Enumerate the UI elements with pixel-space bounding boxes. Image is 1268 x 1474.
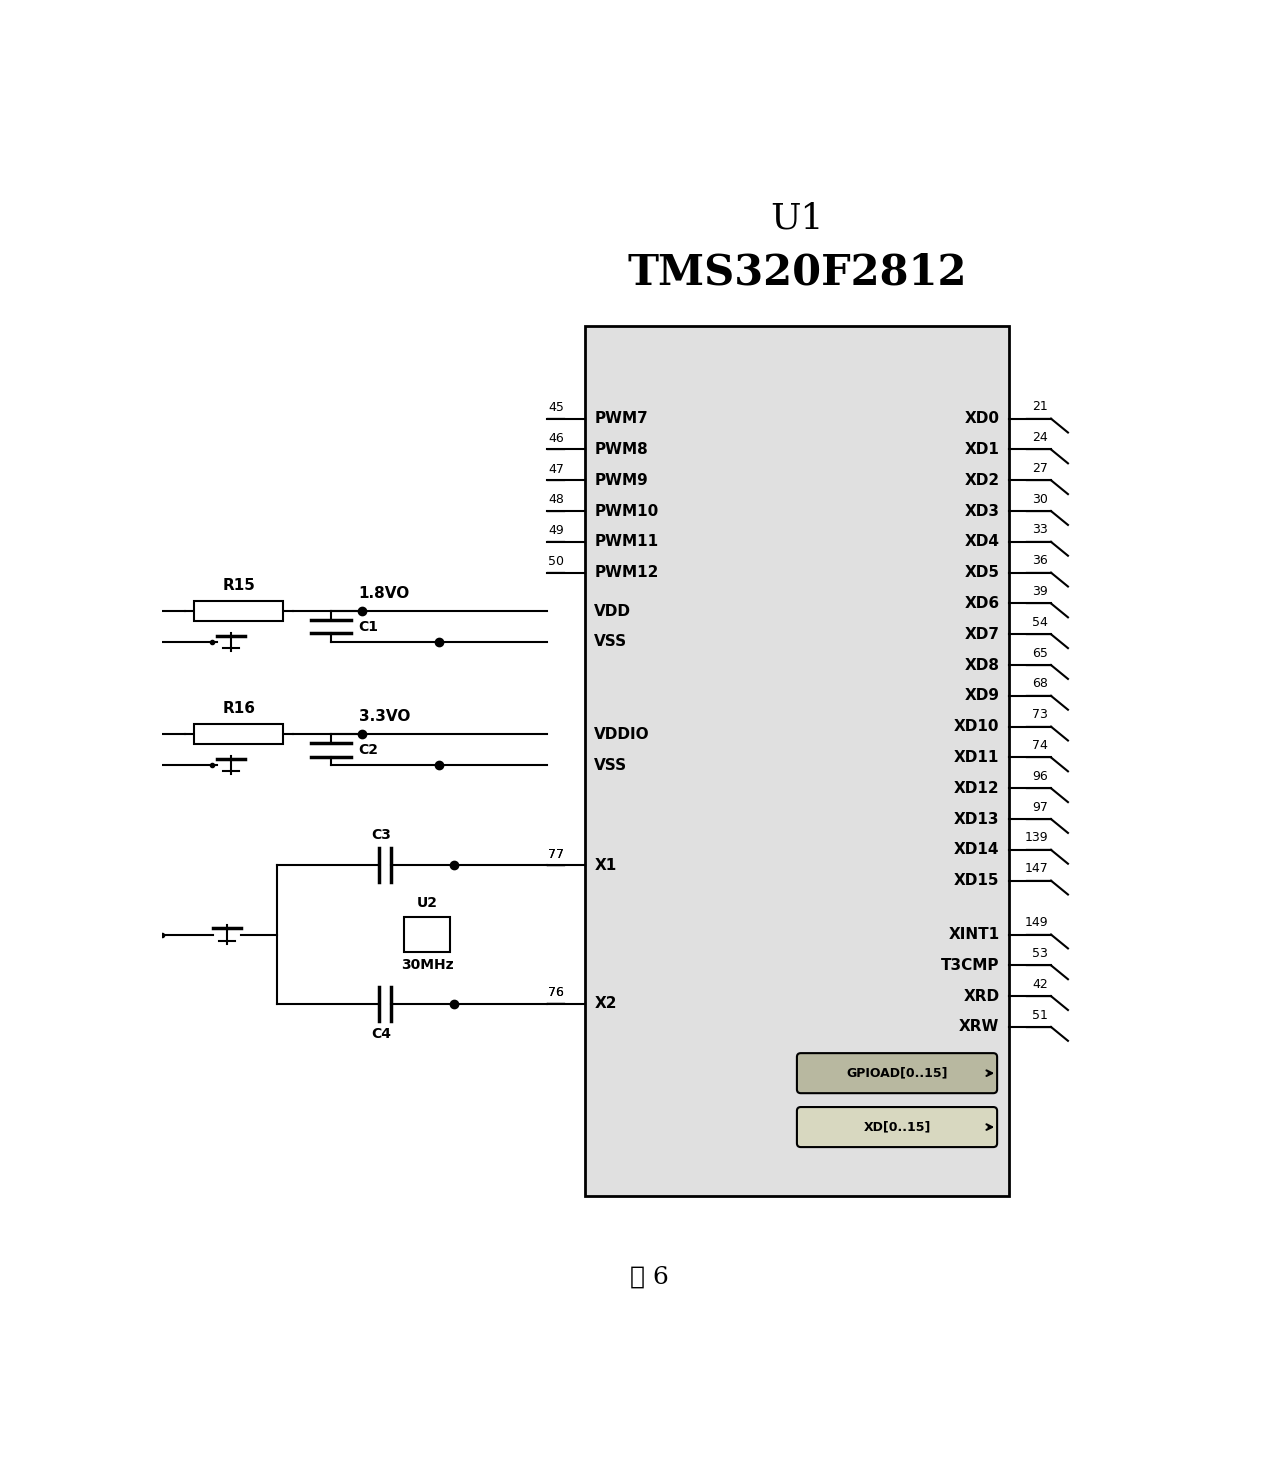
- Text: XD0: XD0: [965, 411, 999, 426]
- Text: C2: C2: [358, 743, 378, 756]
- Text: 30: 30: [1032, 492, 1047, 506]
- Text: 24: 24: [1032, 430, 1047, 444]
- Text: C4: C4: [372, 1027, 391, 1041]
- Text: 54: 54: [1032, 616, 1047, 629]
- Text: VDDIO: VDDIO: [595, 727, 650, 741]
- Text: 97: 97: [1032, 800, 1047, 814]
- Text: 77: 77: [548, 848, 564, 861]
- Text: PWM12: PWM12: [595, 565, 659, 581]
- Text: U1: U1: [770, 202, 824, 236]
- Text: PWM11: PWM11: [595, 535, 658, 550]
- Text: T3CMP: T3CMP: [941, 958, 999, 973]
- Text: 36: 36: [1032, 554, 1047, 567]
- Text: XD14: XD14: [954, 842, 999, 858]
- Text: XD3: XD3: [965, 504, 999, 519]
- Text: U2: U2: [417, 896, 437, 909]
- Text: PWM7: PWM7: [595, 411, 648, 426]
- Text: XD12: XD12: [954, 781, 999, 796]
- Text: 48: 48: [548, 494, 564, 507]
- Bar: [194, 724, 283, 744]
- Text: XINT1: XINT1: [948, 927, 999, 942]
- FancyBboxPatch shape: [796, 1052, 997, 1094]
- Text: XD[0..15]: XD[0..15]: [864, 1120, 931, 1134]
- Text: 76: 76: [548, 986, 564, 999]
- Text: 21: 21: [1032, 401, 1047, 413]
- Text: XD11: XD11: [954, 750, 999, 765]
- Text: 77: 77: [548, 848, 564, 861]
- Text: 47: 47: [548, 463, 564, 476]
- Text: XD4: XD4: [965, 535, 999, 550]
- Text: 27: 27: [1032, 461, 1047, 475]
- Text: 49: 49: [548, 525, 564, 537]
- Text: GPIOAD[0..15]: GPIOAD[0..15]: [846, 1067, 947, 1079]
- Text: XD6: XD6: [964, 595, 999, 610]
- Text: XD9: XD9: [965, 688, 999, 703]
- Text: PWM9: PWM9: [595, 473, 648, 488]
- Text: 73: 73: [1032, 709, 1047, 721]
- Text: 96: 96: [1032, 769, 1047, 783]
- Text: 39: 39: [1032, 585, 1047, 598]
- Text: 33: 33: [1032, 523, 1047, 537]
- Text: XD8: XD8: [965, 657, 999, 672]
- Text: 74: 74: [1032, 738, 1047, 752]
- Text: XD1: XD1: [965, 442, 999, 457]
- Text: 51: 51: [1032, 1008, 1047, 1021]
- Bar: [194, 601, 283, 621]
- Text: VSS: VSS: [595, 634, 628, 650]
- Text: R16: R16: [222, 700, 255, 716]
- Text: R15: R15: [222, 578, 255, 593]
- Text: 68: 68: [1032, 678, 1047, 690]
- Text: TMS320F2812: TMS320F2812: [628, 252, 966, 293]
- Text: X2: X2: [595, 996, 618, 1011]
- Text: 图 6: 图 6: [630, 1266, 670, 1288]
- Text: 149: 149: [1025, 917, 1047, 929]
- Text: VSS: VSS: [595, 758, 628, 772]
- Text: 147: 147: [1025, 862, 1047, 876]
- FancyBboxPatch shape: [796, 1107, 997, 1147]
- Text: VDD: VDD: [595, 604, 631, 619]
- Text: 139: 139: [1025, 831, 1047, 845]
- Bar: [404, 917, 450, 952]
- Text: PWM10: PWM10: [595, 504, 658, 519]
- Text: 50: 50: [548, 556, 564, 567]
- Text: XD7: XD7: [965, 626, 999, 641]
- Text: 46: 46: [548, 432, 564, 445]
- Text: 3.3VO: 3.3VO: [359, 709, 410, 724]
- Text: 53: 53: [1032, 946, 1047, 960]
- Text: PWM8: PWM8: [595, 442, 648, 457]
- Text: C3: C3: [372, 828, 391, 842]
- Text: XD2: XD2: [964, 473, 999, 488]
- Text: 45: 45: [548, 401, 564, 414]
- Text: 65: 65: [1032, 647, 1047, 660]
- Text: 30MHz: 30MHz: [401, 958, 454, 971]
- Text: C1: C1: [358, 619, 378, 634]
- Bar: [585, 326, 1008, 1197]
- Text: XD13: XD13: [954, 812, 999, 827]
- Text: 42: 42: [1032, 977, 1047, 991]
- Text: XD10: XD10: [954, 719, 999, 734]
- Text: XRD: XRD: [964, 989, 999, 1004]
- Text: 1.8VO: 1.8VO: [359, 587, 410, 601]
- Text: X1: X1: [595, 858, 616, 873]
- Text: XRW: XRW: [959, 1020, 999, 1035]
- Text: 76: 76: [548, 986, 564, 999]
- Text: XD5: XD5: [965, 565, 999, 581]
- Text: XD15: XD15: [954, 873, 999, 889]
